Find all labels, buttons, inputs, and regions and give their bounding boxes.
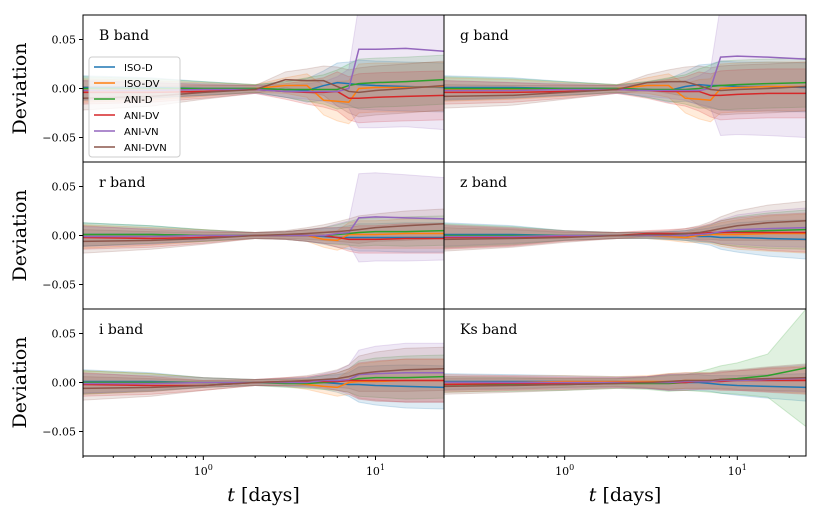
panel-r-band: r band −0.05 0.00 0.05 Deviation [9, 161, 445, 310]
line-ani-vn [83, 47, 444, 93]
x-tick-label: 100 [555, 463, 574, 478]
plot-area [444, 200, 806, 260]
legend-label: ANI-VN [124, 127, 159, 138]
y-axis-label: Deviation [9, 42, 31, 134]
panel-title: Ks band [460, 322, 517, 338]
panel-frame [443, 308, 807, 457]
line-ani-dvn [83, 222, 444, 243]
band-iso-dv [444, 365, 806, 394]
band-iso-dv [83, 358, 444, 403]
line-ani-dvn [83, 78, 444, 100]
band-ani-dv [444, 366, 806, 395]
x-tick-label: 101 [728, 463, 747, 478]
plot-area [444, 15, 806, 139]
band-ani-dv [444, 212, 806, 253]
panel-ks-band: Ks band 100 101 t [days] [443, 308, 807, 506]
band-iso-dv [444, 213, 806, 254]
y-tick-label: 0.00 [52, 230, 77, 243]
line-ani-dv [83, 88, 444, 100]
band-iso-dv [83, 61, 444, 125]
y-tick-label: 0.05 [52, 34, 77, 47]
legend: ISO-D ISO-DV ANI-D ANI-DV ANI-VN ANI-DVN [88, 56, 181, 158]
line-ani-dvn [444, 220, 806, 241]
panel-title: i band [99, 322, 143, 338]
band-ani-dvn [83, 208, 444, 254]
band-ani-vn [444, 15, 806, 139]
y-tick-label: −0.05 [42, 279, 76, 292]
y-tick-label: −0.05 [42, 426, 76, 439]
x-tick-label: 101 [366, 463, 385, 478]
line-ani-dvn [444, 80, 806, 98]
line-ani-vn [83, 371, 444, 385]
band-ani-d [83, 354, 444, 400]
line-ani-vn [444, 226, 806, 238]
y-tick-label: 0.00 [52, 377, 77, 390]
legend-label: ANI-D [124, 95, 153, 106]
line-ani-vn [444, 55, 806, 92]
x-axis-label: t [days] [589, 484, 662, 506]
legend-label: ANI-DV [124, 111, 159, 122]
band-ani-dv [83, 223, 444, 254]
y-tick-label: −0.05 [42, 132, 76, 145]
band-ani-d [444, 309, 806, 428]
y-axis-label: Deviation [9, 189, 31, 281]
panel-g-band: g band [443, 14, 807, 163]
line-ani-vn [83, 216, 444, 238]
panel-title: g band [460, 28, 509, 44]
panel-title: B band [99, 28, 149, 44]
line-ani-vn [444, 377, 806, 384]
line-ani-dvn [83, 368, 444, 390]
panel-b-band: B band −0.05 0.00 0.05 Deviation ISO-D ISO-DV A… [9, 14, 445, 163]
line-ani-d [83, 78, 444, 91]
line-ani-dvn [444, 376, 806, 388]
legend-label: ANI-DVN [124, 143, 167, 154]
band-ani-vn [83, 342, 444, 403]
legend-label: ISO-DV [124, 79, 160, 90]
legend-label: ISO-D [124, 63, 153, 74]
panel-title: r band [99, 175, 145, 191]
panel-i-band: i band −0.05 0.00 0.05 Deviation 100 101 t [day… [9, 308, 445, 506]
panel-title: z band [460, 175, 507, 191]
panel-z-band: z band [443, 161, 807, 310]
x-axis-label: t [days] [227, 484, 300, 506]
plot-area [83, 342, 444, 410]
line-ani-d [444, 81, 806, 91]
y-tick-label: 0.00 [52, 83, 77, 96]
band-ani-dv [83, 358, 444, 403]
band-ani-dvn [444, 363, 806, 395]
plot-area [444, 309, 806, 428]
x-tick-label: 100 [194, 463, 213, 478]
plot-area [83, 172, 444, 263]
y-tick-label: 0.05 [52, 328, 77, 341]
line-ani-dv [444, 88, 806, 97]
band-iso-dv [444, 61, 806, 123]
y-axis-label: Deviation [9, 336, 31, 428]
legend-frame [88, 56, 181, 158]
y-tick-label: 0.05 [52, 181, 77, 194]
band-ani-d [444, 209, 806, 250]
